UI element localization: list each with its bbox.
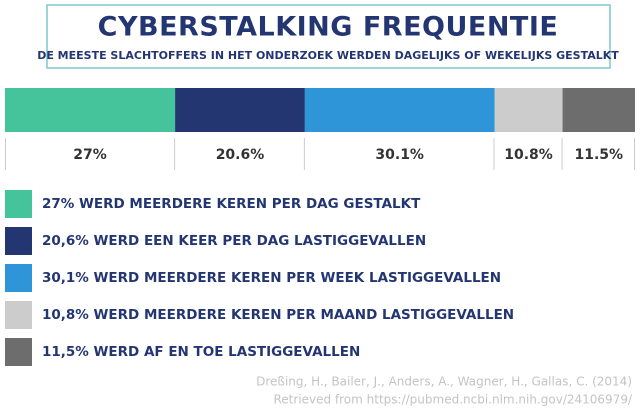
legend-label: 10,8% WERD MEERDERE KEREN PER MAAND LAST… [42, 307, 514, 323]
bar-segment [5, 88, 176, 132]
legend-label: 27% WERD MEERDERE KEREN PER DAG GESTALKT [42, 196, 421, 212]
bar-segment [304, 88, 495, 132]
legend-label: 11,5% WERD AF EN TOE LASTIGGEVALLEN [42, 344, 360, 360]
source-text: Dreßing, H., Bailer, J., Anders, A., Wag… [256, 375, 632, 389]
legend-label: 20,6% WERD EEN KEER PER DAG LASTIGGEVALL… [42, 233, 426, 249]
title-box [46, 4, 611, 69]
value-label: 20.6% [216, 147, 265, 163]
legend-swatch [5, 190, 32, 218]
value-label: 10.8% [504, 147, 553, 163]
legend-label: 30,1% WERD MEERDERE KEREN PER WEEK LASTI… [42, 270, 501, 286]
bar-segment [494, 88, 563, 132]
value-label: 27% [73, 147, 107, 163]
source-text: Retrieved from https://pubmed.ncbi.nlm.n… [273, 393, 633, 407]
chart-subtitle: DE MEESTE SLACHTOFFERS IN HET ONDERZOEK … [37, 49, 619, 62]
value-label: 30.1% [375, 147, 424, 163]
legend-swatch [5, 338, 32, 366]
bar-segment [562, 88, 635, 132]
legend-swatch [5, 301, 32, 329]
value-label: 11.5% [574, 147, 623, 163]
legend-swatch [5, 264, 32, 292]
bar-segment [175, 88, 305, 132]
chart-title: CYBERSTALKING FREQUENTIE [98, 12, 559, 43]
legend-swatch [5, 227, 32, 255]
